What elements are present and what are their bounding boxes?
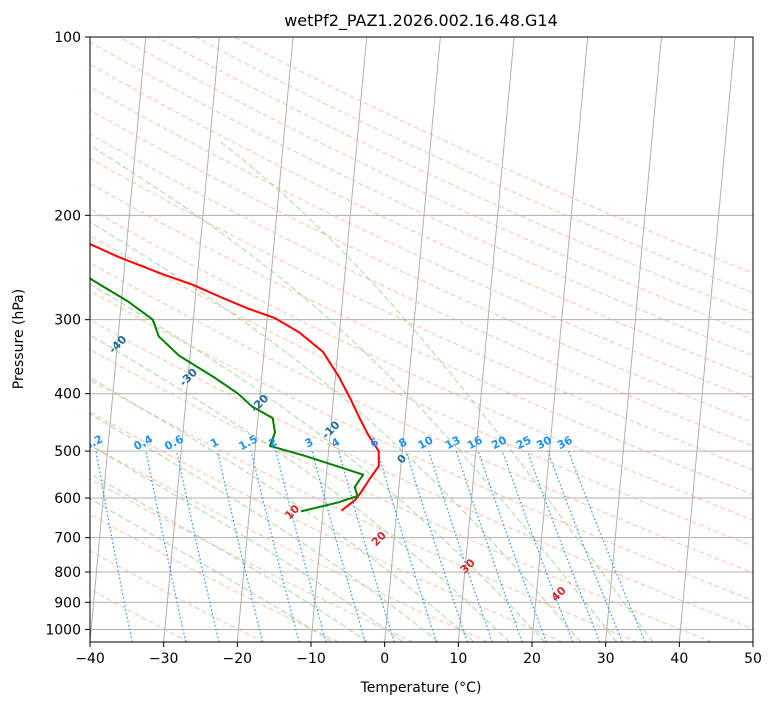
x-tick-label: −20 — [223, 651, 253, 667]
dry-adiabat — [90, 235, 753, 547]
moist-adiabat — [90, 144, 618, 642]
isotherm-gridline — [678, 37, 736, 642]
mixing-ratio-label: 25 — [514, 433, 534, 452]
mixing-ratio-line — [567, 450, 646, 642]
y-tick-label: 1000 — [45, 622, 81, 638]
moist-adiabat — [90, 221, 582, 642]
mixing-ratio-label: 13 — [443, 433, 463, 452]
plot-frame — [89, 36, 754, 643]
dry-adiabat — [90, 109, 753, 424]
axes: −40 −30 −20 −10 0 10 20 30 40 50 100 200 300 400 500 60… — [45, 30, 762, 667]
y-tick-label: 300 — [54, 313, 81, 329]
mixing-ratio-label: 36 — [555, 433, 575, 452]
x-tick-label: 30 — [597, 651, 615, 667]
x-tick-label: 10 — [449, 651, 467, 667]
y-tick-label: 200 — [54, 208, 81, 224]
mixing-ratio-line — [250, 450, 300, 642]
mixing-ratio-line — [501, 450, 574, 642]
moist-adiabat — [90, 283, 546, 642]
y-tick-label: 900 — [54, 595, 81, 611]
moist-adiabat — [90, 444, 404, 642]
isotherm-gridline — [163, 37, 220, 642]
dry-adiabat — [90, 444, 488, 642]
dry-adiabat — [90, 63, 753, 378]
mixing-ratio-line — [428, 450, 493, 642]
y-tick-label: 800 — [54, 565, 81, 581]
dry-adiabat — [90, 478, 414, 642]
y-tick-label: 400 — [54, 387, 81, 403]
mixing-ratio-line — [547, 450, 623, 642]
dry-adiabat — [90, 319, 753, 630]
mixing-ratio-line — [455, 450, 523, 642]
dry-adiabat — [90, 290, 753, 602]
moist-adiabat — [90, 377, 475, 642]
temperature-profile — [90, 242, 380, 512]
isotherm-gridline — [310, 37, 368, 642]
dry-adiabat — [90, 550, 264, 642]
isotherm-gridline — [90, 37, 147, 642]
y-tick-label: 500 — [54, 444, 81, 460]
isotherm-gridline — [384, 37, 441, 642]
mixing-ratio-label: 16 — [465, 433, 485, 452]
isotherm-gridline — [605, 37, 662, 642]
x-tick-label: −40 — [75, 651, 105, 667]
y-tick-label: 700 — [54, 531, 81, 547]
x-tick-label: 20 — [523, 651, 541, 667]
chart-title: wetPf2_PAZ1.2026.002.16.48.G14 — [284, 11, 558, 31]
moist-adiabat — [90, 498, 333, 642]
mixing-ratio-line — [176, 450, 220, 642]
mixing-ratio-line — [338, 450, 395, 642]
moist-adiabat — [90, 472, 368, 642]
dry-adiabat — [90, 262, 753, 574]
dry-adiabat — [90, 41, 753, 357]
dry-adiabat — [90, 208, 753, 521]
mixing-ratio-line — [405, 450, 469, 642]
mixing-ratio-label: 30 — [534, 433, 554, 452]
isotherm-gridline — [236, 37, 294, 642]
plot-area — [90, 37, 753, 642]
dry-adiabat — [90, 379, 638, 642]
mixing-ratio-line — [275, 450, 327, 642]
dry-adiabat — [90, 588, 190, 642]
dewpoint-profile — [90, 277, 365, 513]
y-tick-label: 100 — [54, 30, 81, 46]
mixing-ratio-line — [311, 450, 366, 642]
mixing-ratio-label: 20 — [489, 433, 509, 452]
x-tick-label: 50 — [744, 651, 762, 667]
isotherm-gridline — [457, 37, 515, 642]
dry-adiabat — [90, 348, 712, 642]
dry-adiabat — [90, 86, 753, 401]
x-tick-label: 0 — [380, 651, 389, 667]
x-tick-label: −30 — [149, 651, 179, 667]
mixing-ratio-line — [477, 450, 547, 642]
mixing-ratio-line — [377, 450, 437, 642]
mixing-ratio-line — [216, 450, 264, 642]
moist-adiabat — [90, 413, 439, 642]
mixing-ratio-line — [526, 450, 601, 642]
y-tick-label: 600 — [54, 491, 81, 507]
moist-adiabat — [219, 140, 654, 642]
moist-adiabat — [90, 334, 510, 642]
y-axis-title: Pressure (hPa) — [11, 289, 27, 389]
x-tick-label: 40 — [670, 651, 688, 667]
x-tick-label: −10 — [296, 651, 326, 667]
dry-adiabat — [90, 133, 753, 447]
dry-adiabat — [90, 411, 563, 642]
dry-adiabat — [118, 37, 753, 335]
x-axis-title: Temperature (°C) — [360, 680, 482, 696]
mixing-ratio-line — [145, 450, 187, 642]
mixing-ratio-label: 10 — [416, 433, 436, 452]
